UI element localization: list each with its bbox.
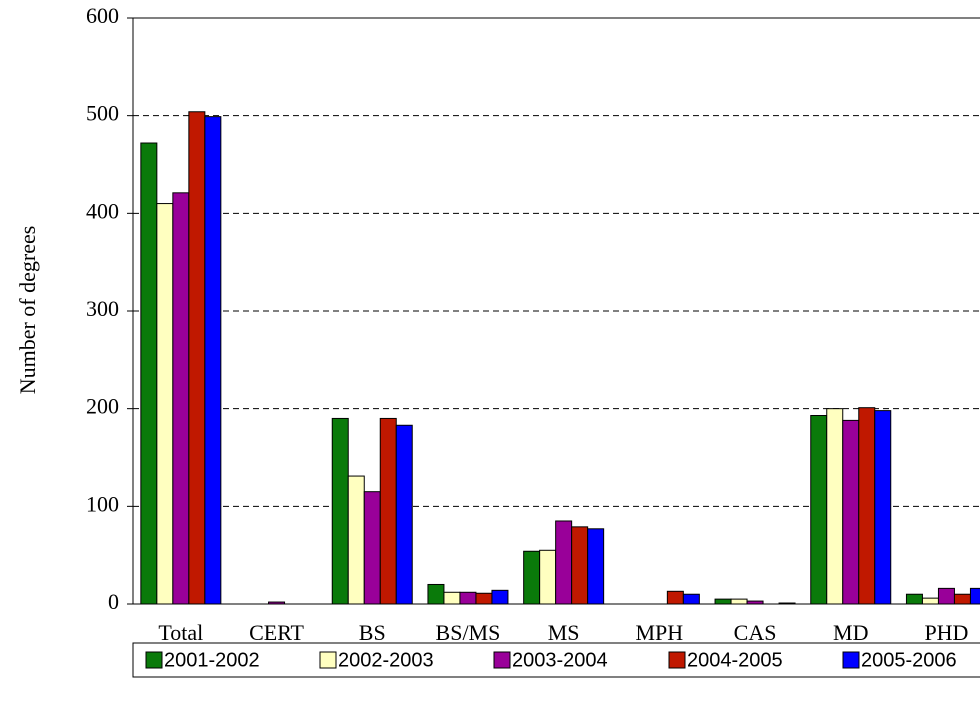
- legend-label: 2005-2006: [861, 649, 957, 671]
- x-tick-label: BS: [359, 620, 386, 645]
- y-axis-label: Number of degrees: [15, 226, 40, 395]
- x-tick-label: MPH: [636, 620, 684, 645]
- bar: [953, 593, 971, 605]
- y-tick-label: 500: [86, 101, 119, 126]
- legend-swatch: [668, 651, 686, 669]
- bar: [858, 407, 876, 605]
- x-tick-label: PHD: [924, 620, 968, 645]
- bar: [331, 417, 349, 605]
- bar: [363, 491, 381, 605]
- bar: [156, 203, 174, 605]
- bar: [937, 587, 955, 605]
- bar: [842, 419, 860, 605]
- bar: [523, 550, 541, 605]
- y-tick-label: 200: [86, 394, 119, 419]
- y-tick-label: 100: [86, 491, 119, 516]
- legend-label: 2001-2002: [164, 649, 260, 671]
- legend-swatch: [145, 651, 163, 669]
- x-tick-label: CAS: [734, 620, 777, 645]
- bar: [347, 475, 365, 605]
- bar: [395, 424, 413, 605]
- bar: [443, 591, 461, 605]
- bar: [204, 116, 222, 605]
- bar: [571, 526, 589, 605]
- bar: [969, 587, 980, 605]
- bar: [427, 583, 445, 605]
- bar: [666, 590, 684, 605]
- bar: [810, 415, 828, 605]
- bar: [459, 591, 477, 605]
- bar: [491, 589, 509, 605]
- legend-swatch: [842, 651, 860, 669]
- bar: [172, 192, 190, 605]
- bar: [475, 592, 493, 605]
- x-tick-label: CERT: [249, 620, 304, 645]
- y-tick-label: 300: [86, 296, 119, 321]
- bar: [905, 593, 923, 605]
- bar: [188, 111, 206, 605]
- legend-label: 2002-2003: [338, 649, 434, 671]
- bar: [140, 142, 158, 605]
- bar: [730, 598, 748, 605]
- bar: [921, 597, 939, 605]
- bar: [555, 520, 573, 605]
- legend-label: 2003-2004: [512, 649, 608, 671]
- y-tick-label: 600: [86, 3, 119, 28]
- y-tick-label: 0: [108, 589, 119, 614]
- bar: [682, 593, 700, 605]
- bar: [587, 528, 605, 605]
- bar: [379, 417, 397, 605]
- x-tick-label: MD: [833, 620, 868, 645]
- x-tick-label: Total: [158, 620, 203, 645]
- bar: [539, 549, 557, 605]
- x-tick-label: MS: [548, 620, 580, 645]
- legend-swatch: [319, 651, 337, 669]
- bar: [874, 410, 892, 605]
- bar: [714, 598, 732, 605]
- legend-label: 2004-2005: [687, 649, 783, 671]
- legend-swatch: [493, 651, 511, 669]
- bar: [826, 408, 844, 605]
- legend-box: [132, 642, 980, 678]
- plot-frame: [132, 17, 980, 605]
- x-tick-label: BS/MS: [436, 620, 501, 645]
- y-tick-label: 400: [86, 198, 119, 223]
